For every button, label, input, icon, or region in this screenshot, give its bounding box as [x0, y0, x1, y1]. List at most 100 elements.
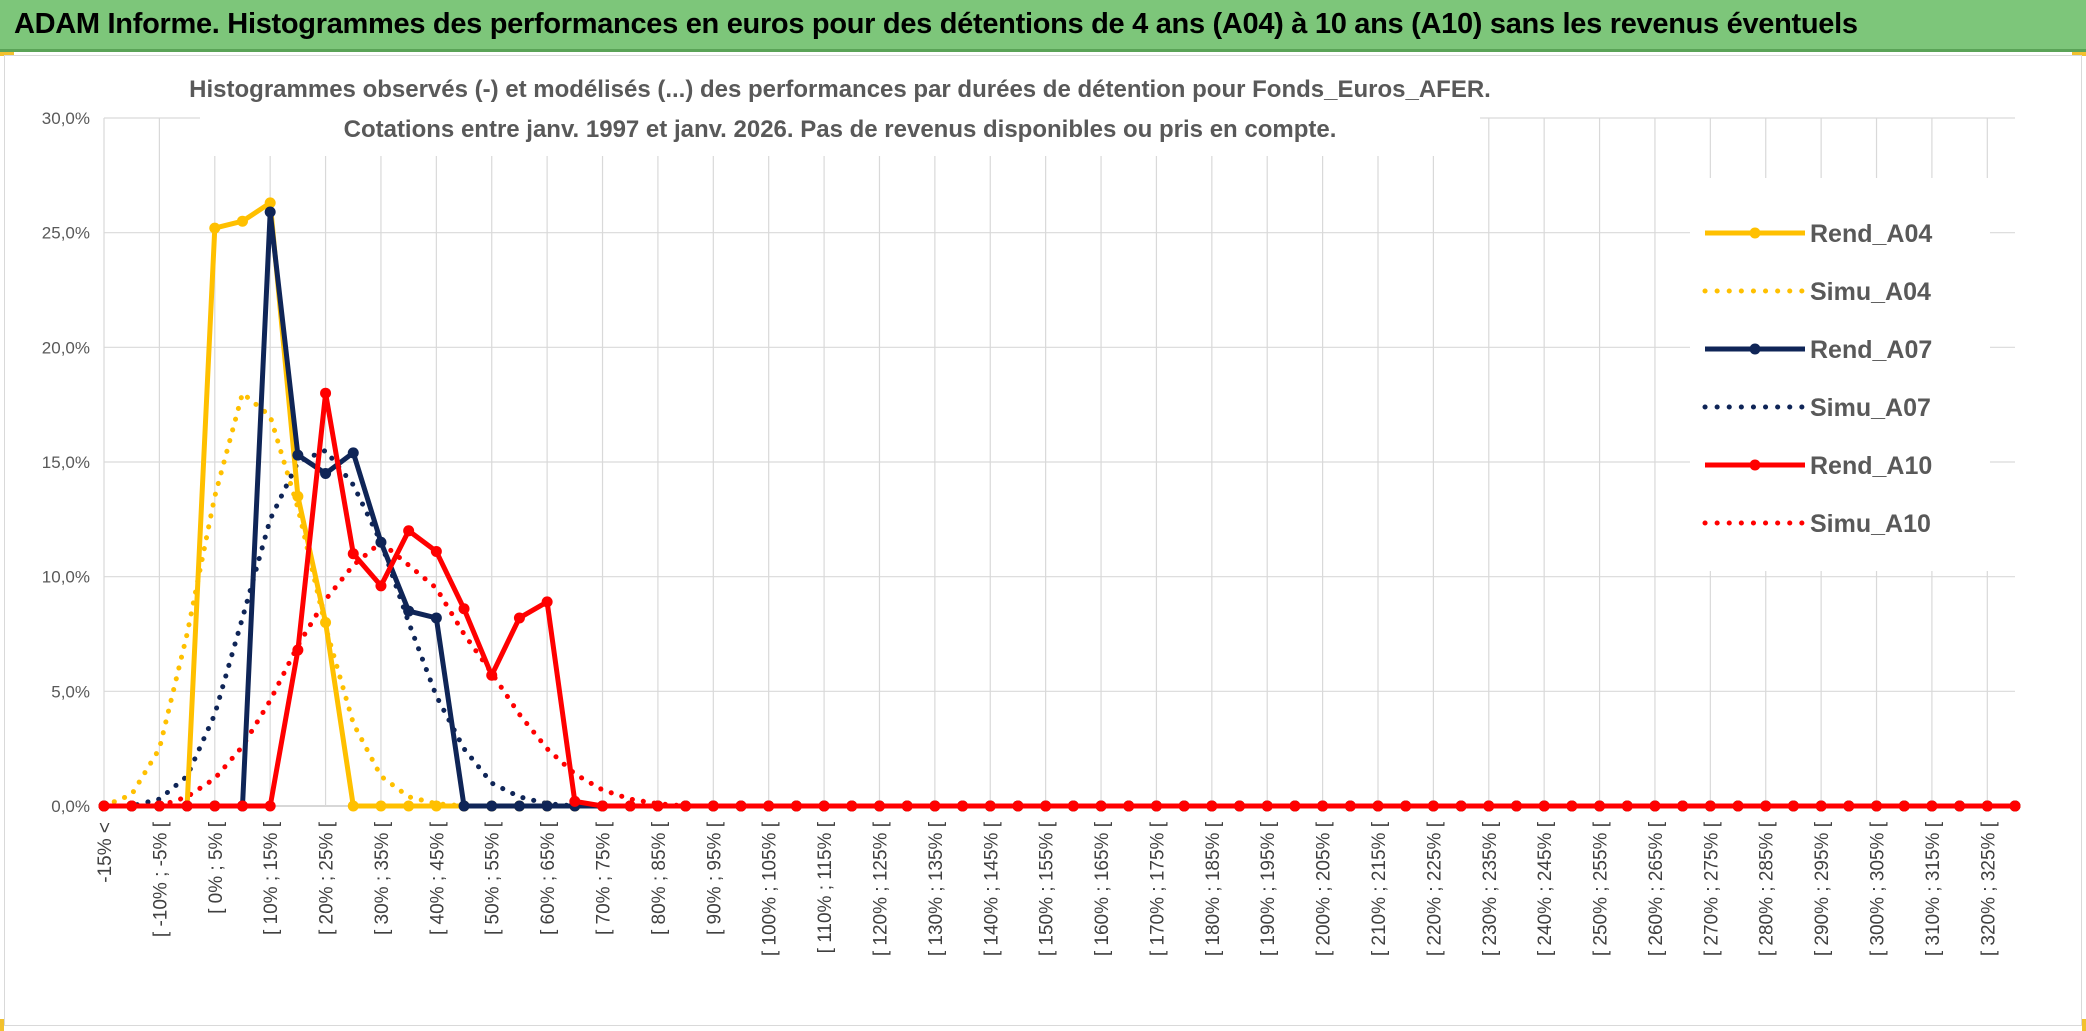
y-tick-label: 30,0%	[42, 109, 90, 128]
data-point-rend-a10	[624, 800, 636, 812]
data-point-rend-a10	[320, 387, 332, 399]
data-point-rend-a04	[264, 197, 276, 209]
data-point-rend-a10	[1150, 800, 1162, 812]
x-tick-label: [ 10% ; 15% [	[261, 821, 282, 935]
data-point-rend-a10	[1510, 800, 1522, 812]
x-tick-label: [ 60% ; 65% [	[538, 821, 559, 935]
x-tick-label: [ 230% ; 235% [	[1480, 821, 1501, 956]
data-point-rend-a10	[846, 800, 858, 812]
data-point-rend-a10	[1649, 800, 1661, 812]
data-point-rend-a10	[1732, 800, 1744, 812]
x-tick-label: [ 160% ; 165% [	[1092, 821, 1113, 956]
data-point-rend-a10	[1843, 800, 1855, 812]
data-point-rend-a10	[1344, 800, 1356, 812]
data-point-rend-a10	[735, 800, 747, 812]
x-tick-label: [ 150% ; 155% [	[1037, 821, 1058, 956]
data-point-rend-a07	[458, 800, 470, 812]
x-tick-label: [ 80% ; 85% [	[649, 821, 670, 935]
x-tick-label: [ 180% ; 185% [	[1203, 821, 1224, 956]
data-point-rend-a07	[513, 800, 525, 812]
x-tick-label: [ 260% ; 265% [	[1646, 821, 1667, 956]
data-point-rend-a10	[236, 800, 248, 812]
data-point-rend-a10	[126, 800, 138, 812]
data-point-rend-a10	[597, 800, 609, 812]
data-point-rend-a10	[403, 525, 415, 537]
x-tick-label: [ 120% ; 125% [	[870, 821, 891, 956]
data-point-rend-a04	[236, 215, 248, 227]
data-point-rend-a10	[1787, 800, 1799, 812]
data-point-rend-a10	[1594, 800, 1606, 812]
data-point-rend-a10	[984, 800, 996, 812]
data-point-rend-a07	[541, 800, 553, 812]
data-point-rend-a10	[652, 800, 664, 812]
x-tick-label: [ 220% ; 225% [	[1424, 821, 1445, 956]
data-point-rend-a07	[486, 800, 498, 812]
legend-label: Simu_A10	[1810, 510, 1931, 538]
title-banner: ADAM Informe. Histogrammes des performan…	[0, 0, 2086, 52]
data-point-rend-a10	[1760, 800, 1772, 812]
data-point-rend-a10	[347, 548, 359, 560]
x-tick-label: [ 300% ; 305% [	[1868, 821, 1889, 956]
data-point-rend-a07	[403, 605, 415, 617]
data-point-rend-a10	[763, 800, 775, 812]
legend-marker	[1749, 459, 1761, 471]
legend-marker	[1749, 343, 1761, 355]
x-tick-label: [ 310% ; 315% [	[1923, 821, 1944, 956]
data-point-rend-a10	[375, 580, 387, 592]
data-point-rend-a10	[541, 596, 553, 608]
data-point-rend-a07	[430, 612, 442, 624]
legend-background	[1690, 178, 1990, 571]
x-tick-label: [ 130% ; 135% [	[926, 821, 947, 956]
y-tick-label: 15,0%	[42, 453, 90, 472]
corner-accent-bottom-right	[2082, 1019, 2086, 1031]
data-point-rend-a04	[320, 617, 332, 629]
data-point-rend-a07	[264, 206, 276, 218]
data-point-rend-a10	[1234, 800, 1246, 812]
data-point-rend-a10	[1898, 800, 1910, 812]
x-tick-label: [ 110% ; 115% [	[815, 821, 836, 953]
data-point-rend-a10	[264, 800, 276, 812]
corner-accent-top-left	[0, 52, 14, 56]
data-point-rend-a10	[1206, 800, 1218, 812]
chart-title-line2: Cotations entre janv. 1997 et janv. 2026…	[344, 116, 1337, 143]
data-point-rend-a10	[707, 800, 719, 812]
data-point-rend-a10	[1289, 800, 1301, 812]
data-point-rend-a10	[2009, 800, 2021, 812]
data-point-rend-a10	[1871, 800, 1883, 812]
data-point-rend-a10	[1400, 800, 1412, 812]
corner-accent-top-right	[2072, 52, 2086, 56]
data-point-rend-a07	[320, 467, 332, 479]
legend-label: Rend_A04	[1810, 220, 1932, 248]
data-point-rend-a10	[1926, 800, 1938, 812]
x-tick-label: [ 270% ; 275% [	[1701, 821, 1722, 956]
data-point-rend-a07	[292, 449, 304, 461]
data-point-rend-a10	[569, 795, 581, 807]
legend-label: Simu_A04	[1810, 278, 1931, 306]
data-point-rend-a10	[1372, 800, 1384, 812]
x-tick-label: [ 210% ; 215% [	[1369, 821, 1390, 956]
corner-accent-bottom-left	[0, 1019, 4, 1031]
data-point-rend-a10	[1067, 800, 1079, 812]
x-tick-label: [ 280% ; 285% [	[1757, 821, 1778, 956]
x-tick-label: [ 240% ; 245% [	[1535, 821, 1556, 956]
data-point-rend-a10	[818, 800, 830, 812]
chart-title-line1: Histogrammes observés (-) et modélisés (…	[189, 76, 1491, 103]
legend-label: Simu_A07	[1810, 394, 1931, 422]
data-point-rend-a10	[1123, 800, 1135, 812]
legend-label: Rend_A10	[1810, 452, 1932, 480]
data-point-rend-a10	[1621, 800, 1633, 812]
data-point-rend-a10	[1012, 800, 1024, 812]
data-point-rend-a10	[1040, 800, 1052, 812]
data-point-rend-a10	[1095, 800, 1107, 812]
x-tick-label: [ 140% ; 145% [	[981, 821, 1002, 956]
x-tick-label: [ 30% ; 35% [	[372, 821, 393, 935]
chart-title-background	[200, 56, 1480, 156]
data-point-rend-a10	[1261, 800, 1273, 812]
y-tick-label: 5,0%	[51, 682, 90, 701]
x-tick-label: [ 100% ; 105% [	[760, 821, 781, 956]
data-point-rend-a10	[1427, 800, 1439, 812]
chart-area: 0,0% 5,0% 10,0% 15,0% 20,0% 25,0% 30,0% -15% < […	[4, 55, 2082, 1026]
y-tick-label: 0,0%	[51, 797, 90, 816]
series-line-simu-a10	[101, 539, 2018, 809]
data-point-rend-a10	[486, 669, 498, 681]
